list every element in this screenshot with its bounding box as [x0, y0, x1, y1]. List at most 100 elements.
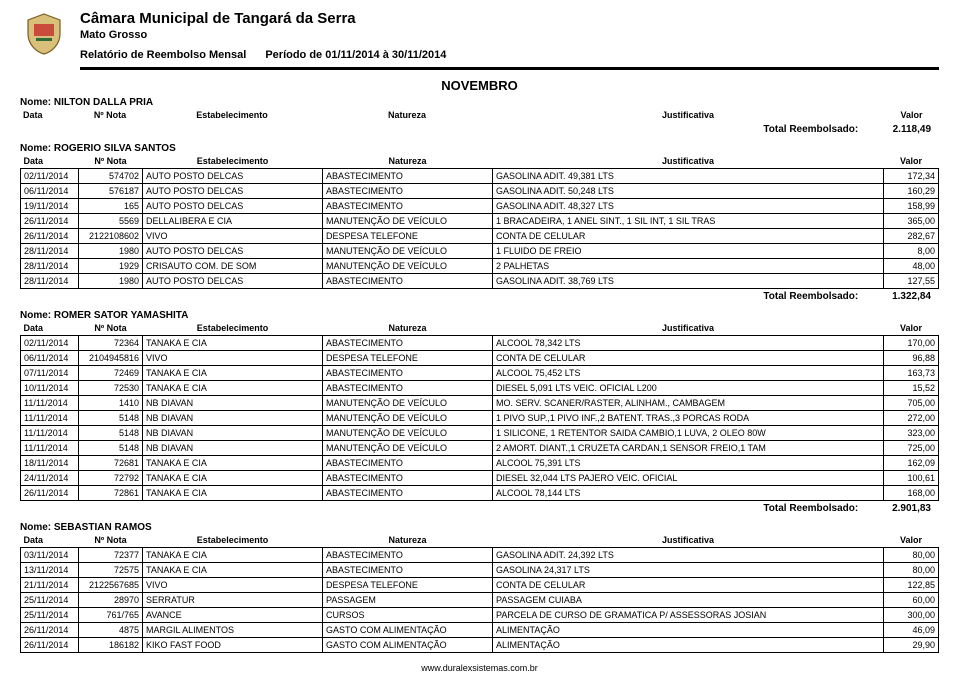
data-table: DataNº NotaEstabelecimentoNaturezaJustif… [20, 108, 939, 122]
cell: 4875 [79, 623, 143, 638]
cell: 28/11/2014 [21, 259, 79, 274]
cell: 72792 [79, 471, 143, 486]
cell: 10/11/2014 [21, 381, 79, 396]
table-row: 25/11/2014761/765AVANCECURSOSPARCELA DE … [21, 608, 939, 623]
table-row: 26/11/201472861TANAKA E CIAABASTECIMENTO… [21, 486, 939, 501]
col-header: Justificativa [492, 108, 884, 122]
cell: ALCOOL 75,452 LTS [493, 366, 884, 381]
org-title: Câmara Municipal de Tangará da Serra [80, 10, 446, 27]
cell: 28970 [79, 593, 143, 608]
col-header: Nº Nota [78, 108, 142, 122]
cell: CONTA DE CELULAR [493, 578, 884, 593]
cell: 60,00 [884, 593, 939, 608]
cell: DESPESA TELEFONE [323, 351, 493, 366]
cell: 705,00 [884, 396, 939, 411]
cell: 127,55 [884, 274, 939, 289]
cell: MANUTENÇÃO DE VEÍCULO [323, 259, 493, 274]
cell: 80,00 [884, 548, 939, 563]
cell: 29,90 [884, 638, 939, 653]
cell: 07/11/2014 [21, 366, 79, 381]
cell: ABASTECIMENTO [323, 199, 493, 214]
cell: 11/11/2014 [21, 441, 79, 456]
cell: 5148 [79, 426, 143, 441]
cell: 72530 [79, 381, 143, 396]
state-label: Mato Grosso [80, 29, 446, 41]
table-row: 28/11/20141980AUTO POSTO DELCASMANUTENÇÃ… [21, 244, 939, 259]
cell: 172,34 [884, 169, 939, 184]
cell: AUTO POSTO DELCAS [143, 274, 323, 289]
cell: 323,00 [884, 426, 939, 441]
total-value: 2.118,49 [861, 124, 931, 135]
col-header: Estabelecimento [143, 533, 323, 548]
cell: CONTA DE CELULAR [493, 229, 884, 244]
cell: ABASTECIMENTO [323, 169, 493, 184]
cell: AUTO POSTO DELCAS [143, 184, 323, 199]
col-header: Data [20, 108, 78, 122]
cell: 2 AMORT. DIANT.,1 CRUZETA CARDAN,1 SENSO… [493, 441, 884, 456]
cell: TANAKA E CIA [143, 548, 323, 563]
cell: CONTA DE CELULAR [493, 351, 884, 366]
table-row: 28/11/20141929CRISAUTO COM. DE SOMMANUTE… [21, 259, 939, 274]
cell: ABASTECIMENTO [323, 381, 493, 396]
cell: 72469 [79, 366, 143, 381]
table-row: 11/11/20145148NB DIAVANMANUTENÇÃO DE VEÍ… [21, 441, 939, 456]
cell: 28/11/2014 [21, 244, 79, 259]
cell: PARCELA DE CURSO DE GRAMATICA P/ ASSESSO… [493, 608, 884, 623]
cell: 1 FLUIDO DE FREIO [493, 244, 884, 259]
cell: GASOLINA ADIT. 24,392 LTS [493, 548, 884, 563]
section-name: Nome: ROMER SATOR YAMASHITA [20, 310, 939, 321]
cell: 26/11/2014 [21, 623, 79, 638]
total-label: Total Reembolsado: [763, 503, 861, 514]
table-row: 26/11/20145569DELLALIBERA E CIAMANUTENÇÃ… [21, 214, 939, 229]
cell: 1 BRACADEIRA, 1 ANEL SINT., 1 SIL INT, 1… [493, 214, 884, 229]
cell: 48,00 [884, 259, 939, 274]
col-header: Valor [884, 533, 939, 548]
cell: MANUTENÇÃO DE VEÍCULO [323, 411, 493, 426]
cell: TANAKA E CIA [143, 486, 323, 501]
cell: ALIMENTAÇÃO [493, 623, 884, 638]
cell: CRISAUTO COM. DE SOM [143, 259, 323, 274]
cell: 72364 [79, 336, 143, 351]
cell: 11/11/2014 [21, 396, 79, 411]
cell: 158,99 [884, 199, 939, 214]
cell: VIVO [143, 229, 323, 244]
cell: ALIMENTAÇÃO [493, 638, 884, 653]
cell: 28/11/2014 [21, 274, 79, 289]
cell: DELLALIBERA E CIA [143, 214, 323, 229]
col-header: Nº Nota [79, 154, 143, 169]
cell: SERRATUR [143, 593, 323, 608]
table-row: 26/11/2014186182KIKO FAST FOODGASTO COM … [21, 638, 939, 653]
table-row: 11/11/20141410NB DIAVANMANUTENÇÃO DE VEÍ… [21, 396, 939, 411]
total-label: Total Reembolsado: [763, 124, 861, 135]
data-table: DataNº NotaEstabelecimentoNaturezaJustif… [20, 321, 939, 501]
cell: GASOLINA ADIT. 49,381 LTS [493, 169, 884, 184]
cell: 02/11/2014 [21, 169, 79, 184]
table-row: 26/11/20142122108602VIVODESPESA TELEFONE… [21, 229, 939, 244]
cell: 160,29 [884, 184, 939, 199]
cell: 100,61 [884, 471, 939, 486]
cell: AUTO POSTO DELCAS [143, 244, 323, 259]
cell: 46,09 [884, 623, 939, 638]
footer-url: www.duralexsistemas.com.br [20, 663, 939, 673]
cell: GASOLINA 24,317 LTS [493, 563, 884, 578]
cell: MANUTENÇÃO DE VEÍCULO [323, 396, 493, 411]
cell: TANAKA E CIA [143, 563, 323, 578]
cell: AUTO POSTO DELCAS [143, 199, 323, 214]
cell: TANAKA E CIA [143, 381, 323, 396]
cell: 761/765 [79, 608, 143, 623]
cell: 5569 [79, 214, 143, 229]
cell: ABASTECIMENTO [323, 471, 493, 486]
cell: ABASTECIMENTO [323, 274, 493, 289]
cell: 25/11/2014 [21, 593, 79, 608]
cell: ABASTECIMENTO [323, 184, 493, 199]
cell: VIVO [143, 578, 323, 593]
col-header: Data [21, 154, 79, 169]
cell: MO. SERV. SCANER/RASTER, ALINHAM., CAMBA… [493, 396, 884, 411]
total-label: Total Reembolsado: [763, 291, 861, 302]
cell: ALCOOL 78,144 LTS [493, 486, 884, 501]
cell: ALCOOL 78,342 LTS [493, 336, 884, 351]
data-table: DataNº NotaEstabelecimentoNaturezaJustif… [20, 533, 939, 653]
cell: 26/11/2014 [21, 229, 79, 244]
table-row: 06/11/20142104945816VIVODESPESA TELEFONE… [21, 351, 939, 366]
cell: 2104945816 [79, 351, 143, 366]
